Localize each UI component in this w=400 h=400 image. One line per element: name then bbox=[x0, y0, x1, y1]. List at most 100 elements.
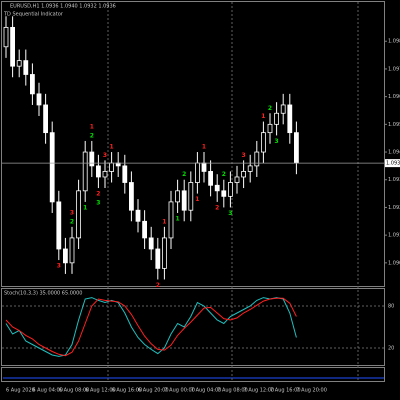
x-tick-label: 6 Aug 20:00 bbox=[138, 388, 169, 394]
candle-body bbox=[155, 248, 161, 269]
td-label: 3 bbox=[57, 263, 61, 270]
candle-body bbox=[274, 112, 280, 125]
candle-body bbox=[234, 176, 240, 183]
td-label: 3 bbox=[242, 152, 246, 159]
candle-body bbox=[280, 104, 286, 114]
candle-body bbox=[175, 190, 181, 203]
y-tick-label: 1.0950 bbox=[388, 122, 400, 128]
candle-body bbox=[247, 165, 253, 172]
x-tick-label: 6 Aug 12:00 bbox=[85, 388, 116, 394]
x-tick-label: 6 Aug 2020 bbox=[6, 388, 35, 394]
td-label: 1 bbox=[83, 204, 87, 211]
y-tick-label: 1.0900 bbox=[388, 260, 400, 266]
candle-body bbox=[181, 190, 187, 211]
candle-body bbox=[10, 26, 16, 67]
candle-body bbox=[241, 171, 247, 178]
td-label: 2 bbox=[268, 105, 272, 112]
x-tick-label: 7 Aug 04:00 bbox=[191, 388, 222, 394]
stoch-panel bbox=[1, 288, 385, 366]
y-tick-label: 1.0910 bbox=[388, 233, 400, 239]
candle-body bbox=[227, 182, 233, 197]
level-label: 80 bbox=[388, 304, 394, 310]
td-label: 2 bbox=[90, 132, 94, 139]
x-tick-label: 7 Aug 00:00 bbox=[164, 388, 195, 394]
x-tick-label: 7 Aug 16:00 bbox=[270, 388, 301, 394]
level-label: 20 bbox=[388, 346, 394, 352]
candle-body bbox=[43, 104, 48, 134]
indicator-title: Stoch(10,3,3) 35.0000 65.0000 bbox=[4, 291, 82, 297]
candle-body bbox=[16, 60, 22, 67]
candle-body bbox=[194, 162, 200, 183]
td-label: 3 bbox=[103, 152, 107, 159]
td-label: 2 bbox=[182, 171, 186, 178]
stoch-line bbox=[5, 297, 297, 357]
y-tick-label: 1.0970 bbox=[388, 66, 400, 72]
candle-body bbox=[267, 123, 273, 134]
candle-body bbox=[168, 201, 174, 239]
candle-body bbox=[69, 237, 75, 264]
td-label: 1 bbox=[162, 218, 166, 225]
x-tick-label: 6 Aug 16:00 bbox=[112, 388, 143, 394]
x-tick-label: 7 Aug 20:00 bbox=[296, 388, 327, 394]
current-price-box bbox=[385, 159, 400, 168]
candle-body bbox=[82, 151, 88, 192]
y-tick-label: 1.0980 bbox=[388, 39, 400, 45]
candle-body bbox=[148, 237, 154, 250]
td-label: 2 bbox=[222, 171, 226, 178]
td-label: 1 bbox=[110, 144, 114, 151]
td-label: 2 bbox=[96, 191, 100, 198]
td-label: 3 bbox=[96, 200, 100, 207]
candle-body bbox=[201, 162, 207, 172]
candle-body bbox=[122, 165, 128, 183]
y-tick-label: 1.0920 bbox=[388, 205, 400, 211]
candle-body bbox=[221, 190, 227, 197]
candle-body bbox=[254, 151, 260, 167]
x-tick-label: 6 Aug 04:00 bbox=[32, 388, 63, 394]
candle-body bbox=[188, 182, 194, 211]
y-tick-label: 1.0940 bbox=[388, 150, 400, 156]
candle-body bbox=[109, 162, 114, 172]
td-label: 3 bbox=[70, 209, 74, 216]
y-tick-label: 1.0930 bbox=[388, 177, 400, 183]
candle-body bbox=[29, 74, 35, 95]
candle-body bbox=[23, 60, 29, 75]
td-label: 1 bbox=[176, 215, 180, 222]
candle-body bbox=[102, 171, 108, 178]
chart-title: EURUSD,H1 1.0936 1.0940 1.0932 1.0936 bbox=[10, 4, 116, 10]
y-tick-label: 1.0960 bbox=[388, 94, 400, 100]
main-panel bbox=[1, 1, 385, 287]
candle-body bbox=[49, 132, 55, 203]
td-label: 2 bbox=[215, 204, 219, 211]
td-label: 3 bbox=[275, 138, 279, 145]
td-label: 2 bbox=[70, 218, 74, 225]
candle-body bbox=[214, 184, 220, 192]
td-label: 3 bbox=[228, 210, 232, 217]
x-tick-label: 7 Aug 08:00 bbox=[217, 388, 248, 394]
candle-body bbox=[36, 93, 42, 106]
td-label: 1 bbox=[195, 196, 199, 203]
candle-body bbox=[115, 162, 121, 167]
candle-body bbox=[96, 165, 101, 178]
candle-body bbox=[89, 151, 95, 167]
td-label: 1 bbox=[90, 123, 94, 130]
candle-body bbox=[76, 190, 81, 239]
candle-body bbox=[135, 209, 141, 222]
candle-body bbox=[287, 104, 293, 134]
candle-body bbox=[208, 171, 214, 186]
candle-body bbox=[142, 220, 148, 239]
chart-subtitle: TD Sequential Indicator bbox=[3, 12, 64, 18]
stoch-line bbox=[5, 297, 297, 357]
td-label: 1 bbox=[202, 144, 206, 151]
candle-body bbox=[128, 182, 134, 211]
current-price-label: 1.0936 bbox=[386, 161, 400, 167]
candle-body bbox=[260, 132, 266, 153]
candle-body bbox=[161, 237, 167, 269]
x-tick-label: 7 Aug 12:00 bbox=[244, 388, 275, 394]
x-tick-label: 6 Aug 08:00 bbox=[59, 388, 90, 394]
candle-body bbox=[56, 201, 62, 250]
td-label: 2 bbox=[156, 282, 160, 289]
candle-body bbox=[293, 132, 299, 164]
candle-body bbox=[63, 248, 68, 264]
